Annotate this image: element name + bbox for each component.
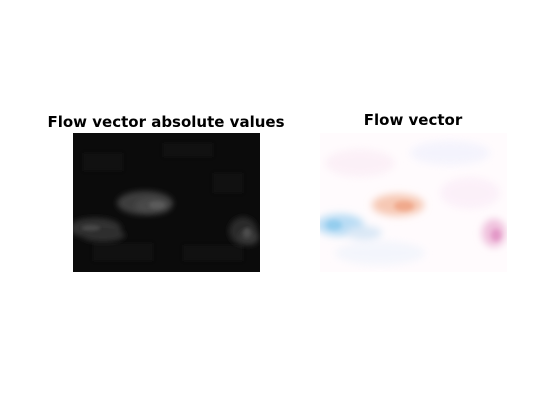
flow-magnitude-canvas: [73, 133, 260, 272]
panel-title-flow-vector: Flow vector: [363, 111, 463, 129]
flow-haze: [325, 141, 500, 265]
flow-highlights: [326, 201, 501, 241]
panel-title-magnitude: Flow vector absolute values: [47, 113, 285, 131]
flow-magnitude-image: [73, 133, 260, 272]
flow-vector-canvas: [320, 133, 507, 272]
magnitude-highlights: [82, 201, 251, 238]
magnitude-noise: [83, 143, 243, 261]
flow-vector-image: [320, 133, 507, 272]
